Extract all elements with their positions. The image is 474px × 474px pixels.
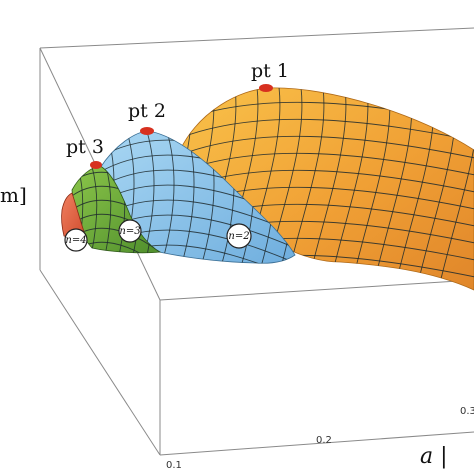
- peak-label-pt1: pt 1: [251, 60, 289, 82]
- peak-label-pt2: pt 2: [128, 100, 166, 122]
- lobe-label-n4: n=4: [64, 228, 88, 252]
- svg-text:n=3: n=3: [119, 226, 140, 237]
- x-tick-0-2: 0.2: [316, 435, 332, 446]
- x-tick-0-1: 0.1: [166, 460, 182, 471]
- peak-marker-pt3: [90, 161, 102, 169]
- lobe-label-n3: n=3: [118, 219, 142, 243]
- x-tick-0-3: 0.3: [460, 406, 474, 417]
- lobe-label-n2: n=2: [226, 223, 252, 249]
- x-axis-label: a |: [420, 444, 448, 469]
- z-axis-label: m]: [0, 183, 27, 207]
- svg-text:n=2: n=2: [228, 231, 249, 242]
- svg-text:n=4: n=4: [65, 235, 86, 246]
- peak-marker-pt2: [140, 127, 154, 135]
- peak-marker-pt1: [259, 84, 273, 92]
- peak-label-pt3: pt 3: [66, 136, 104, 158]
